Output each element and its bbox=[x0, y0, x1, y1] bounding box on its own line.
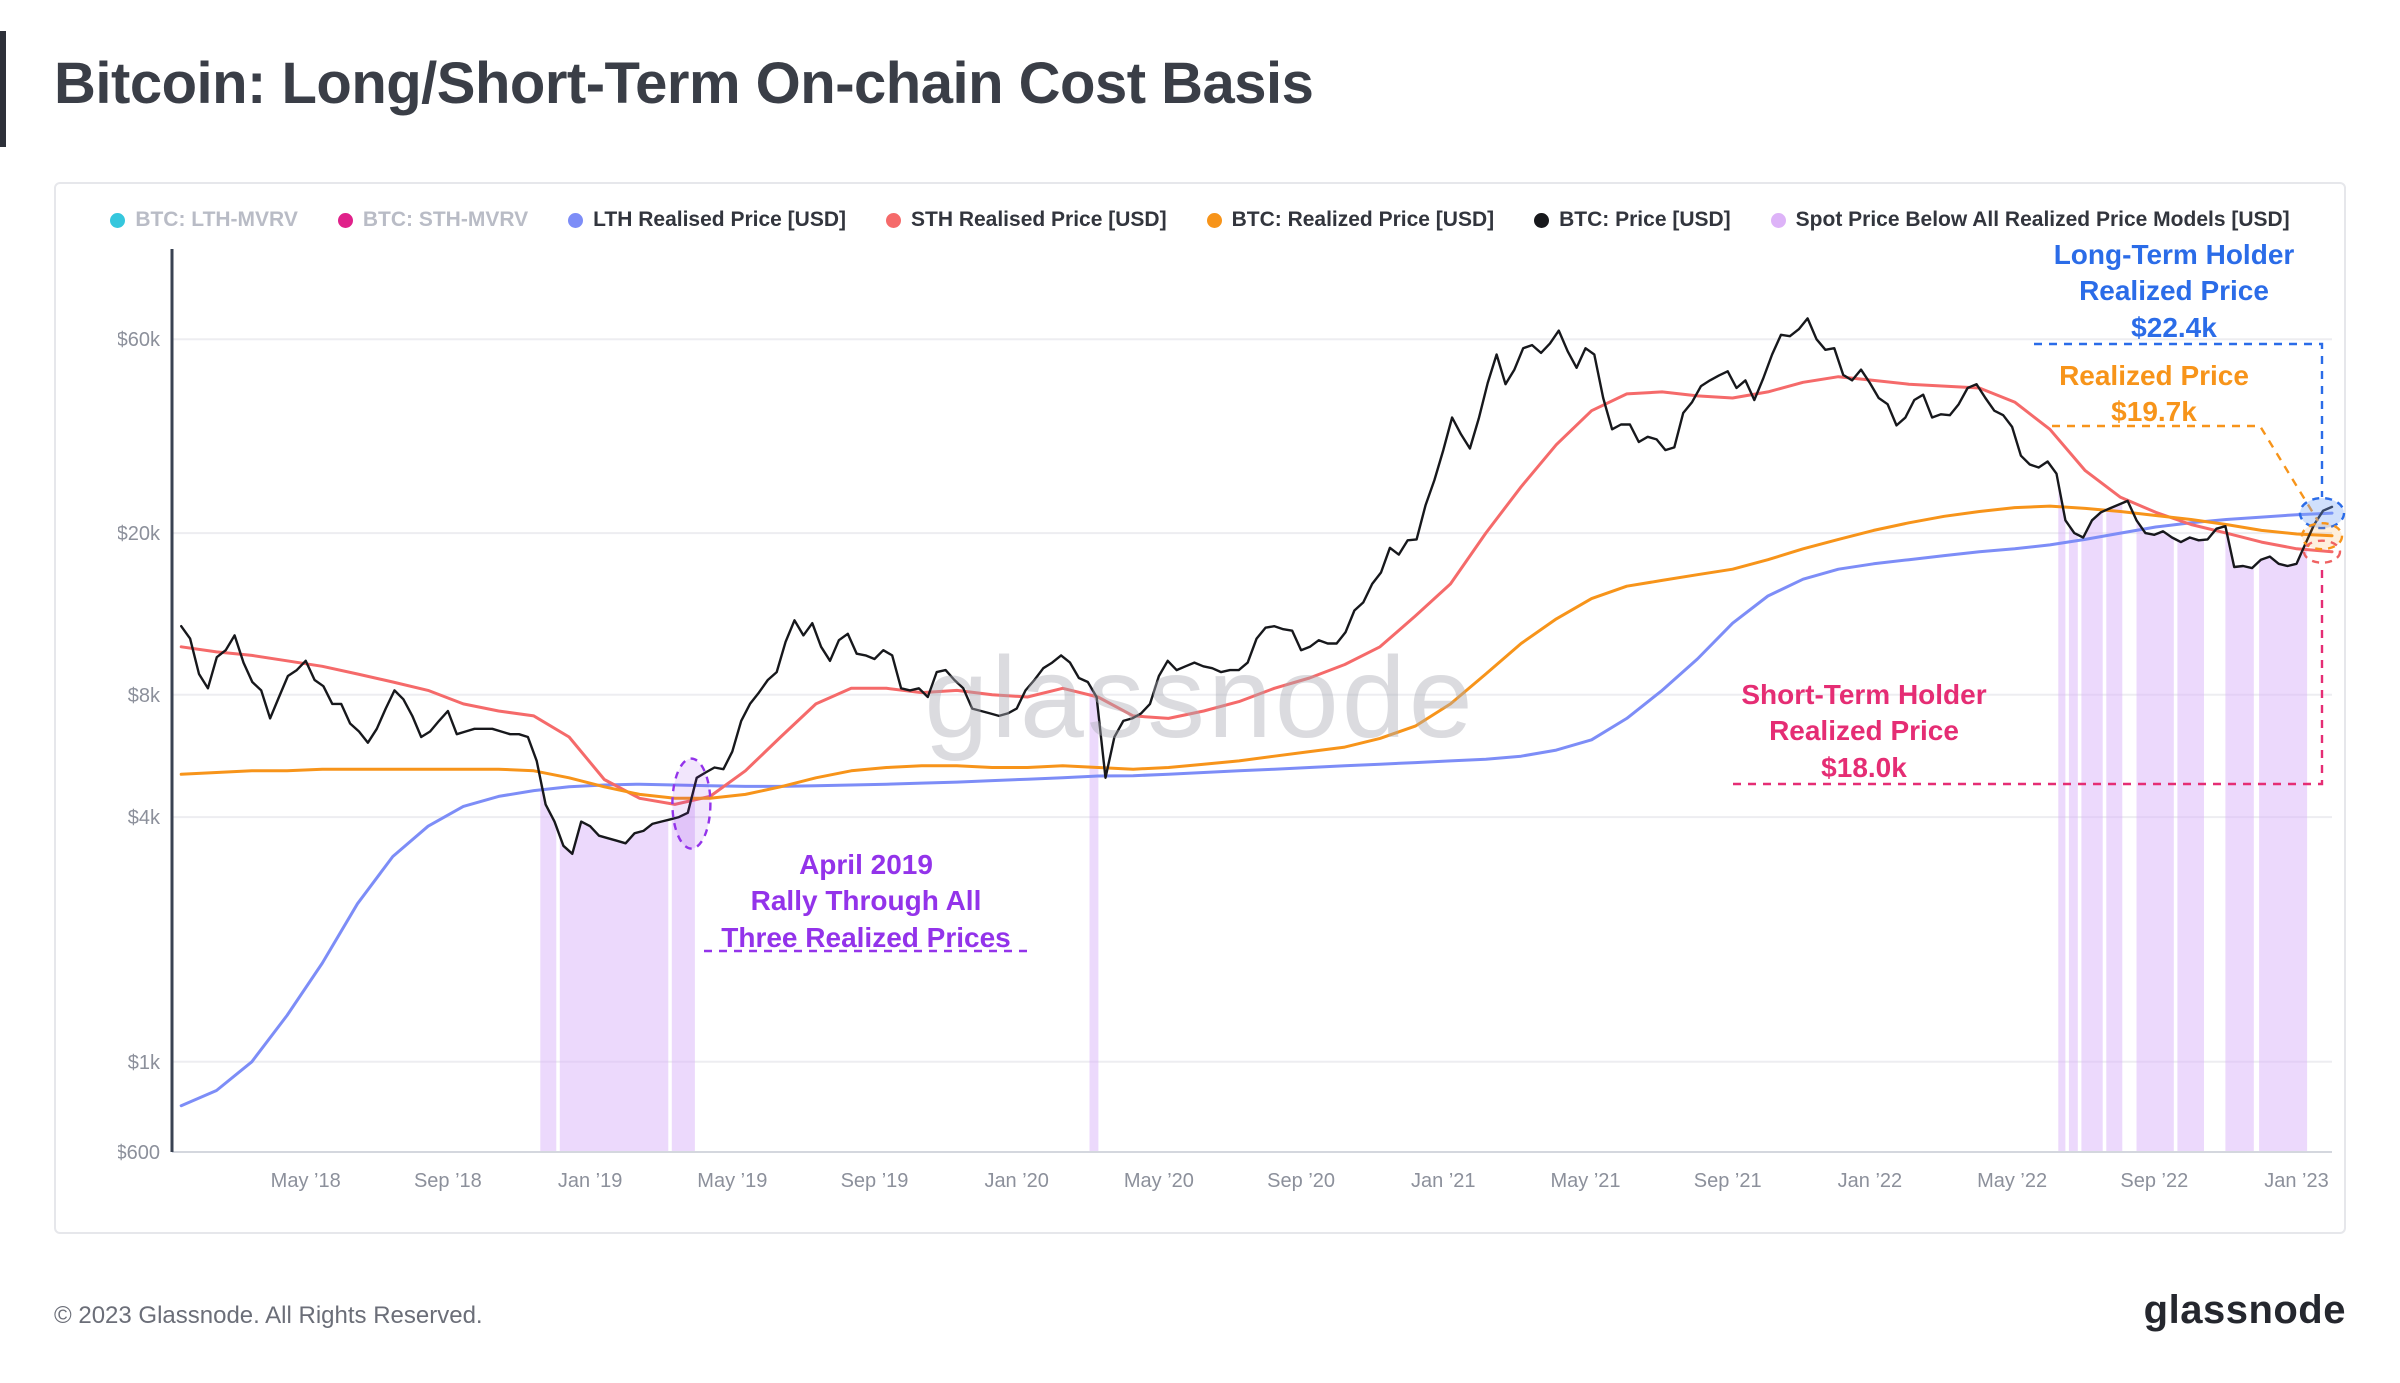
x-axis-label: Jan ’19 bbox=[558, 1170, 623, 1192]
series-sth-realised-price bbox=[179, 375, 2334, 806]
legend-dot-icon bbox=[1770, 212, 1786, 228]
annotation-connector bbox=[2034, 342, 2324, 497]
below-models-band bbox=[2058, 483, 2066, 1152]
below-models-band bbox=[671, 784, 695, 1152]
below-models-band bbox=[2068, 525, 2078, 1152]
x-axis-label: May ’19 bbox=[697, 1170, 767, 1192]
series-lth-realised-price bbox=[179, 511, 2334, 1108]
legend-label: BTC: LTH-MVRV bbox=[135, 208, 298, 231]
legend-dot-icon bbox=[110, 212, 126, 228]
legend-dot-icon bbox=[1206, 212, 1222, 228]
below-models-band bbox=[559, 819, 669, 1152]
legend-label: LTH Realised Price [USD] bbox=[593, 208, 846, 231]
legend-item[interactable]: LTH Realised Price [USD] bbox=[568, 208, 846, 232]
x-axis-label: Sep ’18 bbox=[414, 1170, 482, 1192]
below-models-band bbox=[2081, 511, 2103, 1152]
series-price bbox=[180, 317, 2334, 855]
legend-item[interactable]: BTC: Price [USD] bbox=[1534, 208, 1731, 232]
copyright-text: © 2023 Glassnode. All Rights Reserved. bbox=[54, 1302, 483, 1329]
below-models-band bbox=[2225, 526, 2254, 1152]
annotation-connector bbox=[2052, 424, 2320, 522]
x-axis-label: Jan ’22 bbox=[1838, 1170, 1903, 1192]
legend-item[interactable]: STH Realised Price [USD] bbox=[885, 208, 1167, 232]
x-axis-label: May ’21 bbox=[1550, 1170, 1620, 1192]
page-title: Bitcoin: Long/Short-Term On-chain Cost B… bbox=[54, 51, 1314, 116]
chart-canvas[interactable]: $60k $20k $8k $4k $1k $600 May ’18 Sep ’18 Jan ’… bbox=[118, 249, 2348, 1209]
annotation-april-2019-rally: April 2019 Rally Through All Three Reali… bbox=[721, 849, 1011, 953]
legend-label: BTC: STH-MVRV bbox=[362, 208, 529, 231]
annotation-ellipse bbox=[2298, 496, 2346, 530]
x-axis-label: May ’20 bbox=[1124, 1170, 1194, 1192]
annotation-ellipse bbox=[671, 757, 712, 850]
legend-label: BTC: Realized Price [USD] bbox=[1231, 208, 1495, 231]
x-axis-label: Sep ’22 bbox=[2120, 1170, 2188, 1192]
annotation-ellipse bbox=[2302, 539, 2342, 564]
annotation-sth-realized-price: Short-Term Holder Realized Price $18.0k bbox=[1741, 679, 1987, 783]
annotation-connector bbox=[1733, 567, 2324, 786]
below-models-band bbox=[1089, 685, 1099, 1152]
below-models-band bbox=[2259, 540, 2308, 1152]
x-axis-label: May ’18 bbox=[271, 1170, 341, 1192]
title-accent-bar bbox=[0, 31, 6, 147]
x-axis-label: Sep ’20 bbox=[1267, 1170, 1335, 1192]
legend-dot-icon bbox=[337, 212, 353, 228]
legend-label: STH Realised Price [USD] bbox=[910, 208, 1167, 231]
y-axis-label: $60k bbox=[118, 329, 161, 351]
legend-item[interactable]: BTC: Realized Price [USD] bbox=[1206, 208, 1495, 232]
below-models-band bbox=[540, 778, 557, 1152]
y-axis-label: $20k bbox=[118, 523, 161, 545]
legend-label: BTC: Price [USD] bbox=[1559, 208, 1731, 231]
below-models-band bbox=[2177, 537, 2204, 1152]
y-axis-label: $8k bbox=[128, 685, 161, 707]
legend-item[interactable]: BTC: STH-MVRV bbox=[337, 208, 529, 232]
legend-dot-icon bbox=[885, 212, 901, 228]
annotation-lth-realized-price: Long-Term Holder Realized Price $22.4k bbox=[2053, 239, 2295, 343]
legend: BTC: LTH-MVRV BTC: STH-MVRV LTH Realised P… bbox=[56, 208, 2344, 232]
below-models-band bbox=[2136, 520, 2174, 1152]
legend-item[interactable]: Spot Price Below All Realized Price Mode… bbox=[1770, 208, 2290, 232]
legend-dot-icon bbox=[568, 212, 584, 228]
y-axis-label: $1k bbox=[128, 1052, 161, 1074]
legend-label: Spot Price Below All Realized Price Mode… bbox=[1795, 208, 2290, 231]
annotation-realized-price: Realized Price $19.7k bbox=[2059, 360, 2249, 428]
glassnode-logo: glassnode bbox=[2143, 1288, 2346, 1332]
y-axis-label: $4k bbox=[128, 807, 161, 829]
chart-card: BTC: LTH-MVRV BTC: STH-MVRV LTH Realised P… bbox=[54, 182, 2346, 1234]
x-axis-label: Sep ’21 bbox=[1694, 1170, 1762, 1192]
x-axis-label: Jan ’20 bbox=[984, 1170, 1048, 1192]
legend-dot-icon bbox=[1534, 212, 1550, 228]
below-models-band bbox=[2106, 503, 2123, 1153]
y-axis-label: $600 bbox=[118, 1142, 160, 1164]
legend-item[interactable]: BTC: LTH-MVRV bbox=[110, 208, 298, 232]
x-axis-label: Sep ’19 bbox=[841, 1170, 909, 1192]
x-axis-label: May ’22 bbox=[1977, 1170, 2047, 1192]
x-axis-label: Jan ’23 bbox=[2264, 1170, 2329, 1192]
x-axis-label: Jan ’21 bbox=[1411, 1170, 1476, 1192]
